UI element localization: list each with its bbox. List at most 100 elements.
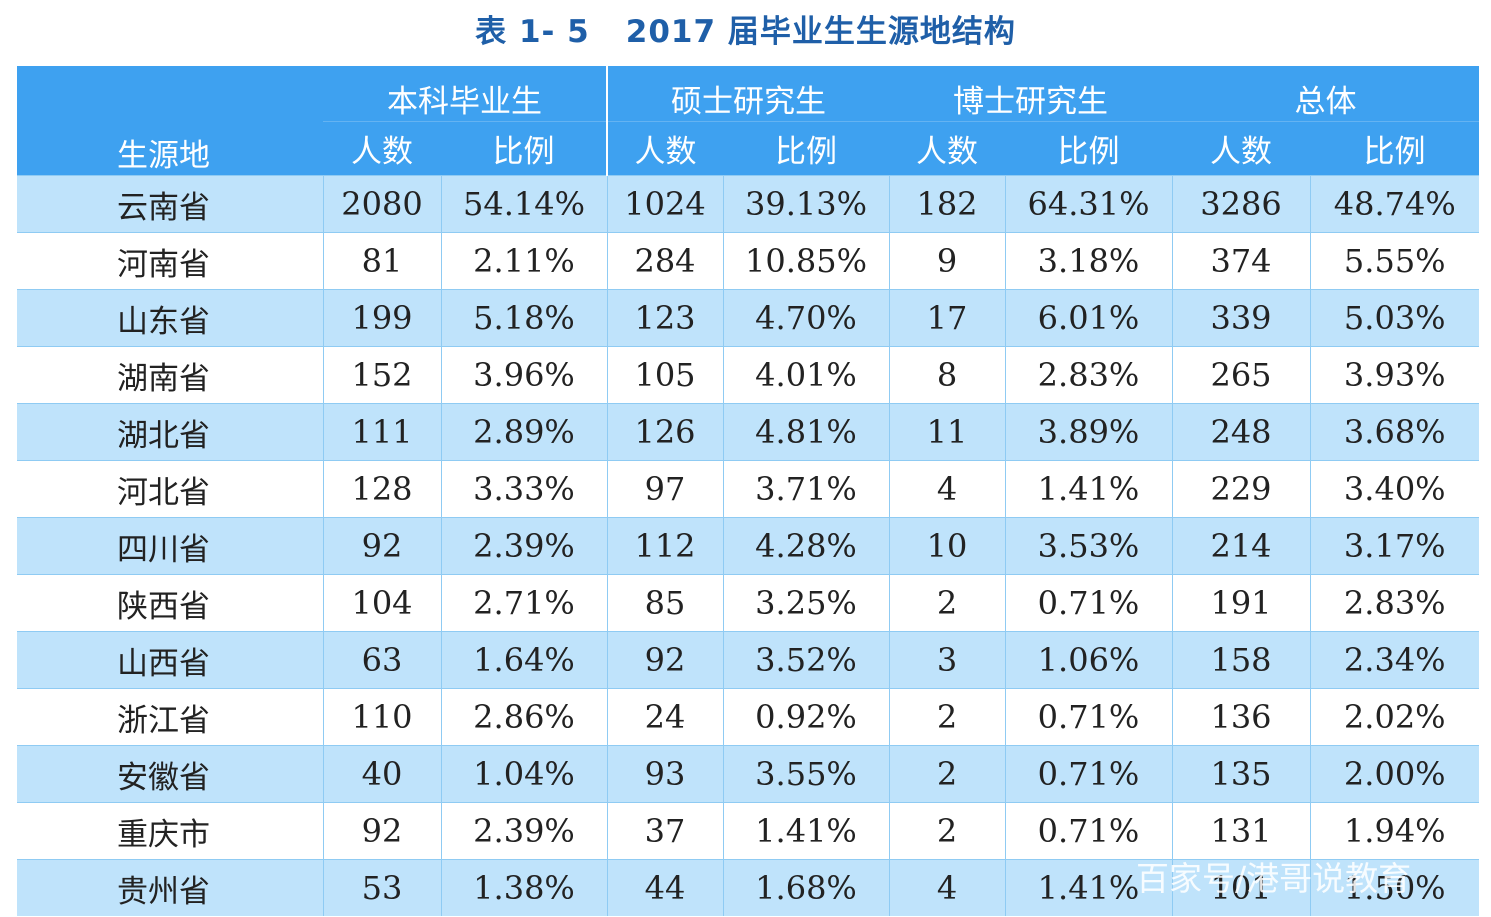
ratio-cell: 1.41% <box>1004 460 1172 518</box>
count-cell: 8 <box>888 346 1005 404</box>
count-cell: 229 <box>1171 460 1310 518</box>
table-row: 陕西省 104 2.71% 85 3.25% 2 0.71% 191 2.83% <box>17 574 1479 632</box>
table-body: 云南省 2080 54.14% 1024 39.13% 182 64.31% 3286 48.7… <box>17 175 1479 916</box>
ratio-cell: 2.00% <box>1309 745 1479 803</box>
count-cell: 284 <box>606 232 723 290</box>
count-cell: 214 <box>1171 517 1310 575</box>
count-cell: 123 <box>606 289 723 347</box>
table-row: 重庆市 92 2.39% 37 1.41% 2 0.71% 131 1.94% <box>17 802 1479 860</box>
count-cell: 92 <box>322 802 441 860</box>
count-cell: 44 <box>606 859 723 916</box>
ratio-cell: 4.81% <box>722 403 889 461</box>
subheader-ratio: 比例 <box>1005 121 1172 176</box>
region-name-cell: 安徽省 <box>17 745 323 803</box>
subheader-ratio: 比例 <box>723 121 889 176</box>
count-cell: 10 <box>888 517 1005 575</box>
ratio-cell: 4.28% <box>722 517 889 575</box>
count-cell: 158 <box>1171 631 1310 689</box>
watermark-text: 百家号/港哥说教育 <box>1136 859 1412 898</box>
count-cell: 92 <box>322 517 441 575</box>
region-column-header: 生源地 <box>17 66 323 176</box>
table-row: 河北省 128 3.33% 97 3.71% 4 1.41% 229 3.40% <box>17 460 1479 518</box>
ratio-cell: 0.71% <box>1004 745 1172 803</box>
table-number: 表 1- 5 <box>475 14 590 50</box>
region-name-cell: 贵州省 <box>17 859 323 916</box>
ratio-cell: 3.71% <box>722 460 889 518</box>
ratio-cell: 1.64% <box>440 631 607 689</box>
ratio-cell: 0.71% <box>1004 688 1172 746</box>
ratio-cell: 1.41% <box>1004 859 1172 916</box>
ratio-cell: 1.50% <box>1309 859 1479 916</box>
subheader-count: 人数 <box>606 121 723 176</box>
table-row: 山西省 63 1.64% 92 3.52% 3 1.06% 158 2.34% <box>17 631 1479 689</box>
subheader-ratio: 比例 <box>1310 121 1479 176</box>
count-cell: 4 <box>888 460 1005 518</box>
count-cell: 2 <box>888 745 1005 803</box>
count-cell: 93 <box>606 745 723 803</box>
region-name-cell: 云南省 <box>17 175 323 233</box>
ratio-cell: 3.89% <box>1004 403 1172 461</box>
count-cell: 85 <box>606 574 723 632</box>
table-row: 四川省 92 2.39% 112 4.28% 10 3.53% 214 3.17% <box>17 517 1479 575</box>
subheader-ratio: 比例 <box>441 121 607 176</box>
region-name-cell: 河南省 <box>17 232 323 290</box>
table-row: 河南省 81 2.11% 284 10.85% 9 3.18% 374 5.55% <box>17 232 1479 290</box>
table-title: 表 1- 5 2017 届毕业生生源地结构 <box>0 6 1491 51</box>
origin-structure-table: 生源地 本科毕业生 硕士研究生 博士研究生 总体 人数 比例 人数 比例 人数 … <box>17 66 1479 916</box>
count-cell: 339 <box>1171 289 1310 347</box>
count-cell: 2080 <box>322 175 441 233</box>
subheader-count: 人数 <box>889 121 1005 176</box>
table-header: 生源地 本科毕业生 硕士研究生 博士研究生 总体 人数 比例 人数 比例 人数 … <box>17 66 1479 176</box>
count-cell: 105 <box>606 346 723 404</box>
count-cell: 112 <box>606 517 723 575</box>
ratio-cell: 3.68% <box>1309 403 1479 461</box>
ratio-cell: 54.14% <box>440 175 607 233</box>
ratio-cell: 6.01% <box>1004 289 1172 347</box>
ratio-cell: 2.83% <box>1004 346 1172 404</box>
ratio-cell: 2.02% <box>1309 688 1479 746</box>
count-cell: 374 <box>1171 232 1310 290</box>
region-name-cell: 湖南省 <box>17 346 323 404</box>
ratio-cell: 4.70% <box>722 289 889 347</box>
count-cell: 111 <box>322 403 441 461</box>
table-row: 湖北省 111 2.89% 126 4.81% 11 3.89% 248 3.68% <box>17 403 1479 461</box>
count-cell: 81 <box>322 232 441 290</box>
ratio-cell: 3.33% <box>440 460 607 518</box>
count-cell: 40 <box>322 745 441 803</box>
count-cell: 126 <box>606 403 723 461</box>
ratio-cell: 1.04% <box>440 745 607 803</box>
ratio-cell: 3.40% <box>1309 460 1479 518</box>
ratio-cell: 1.94% <box>1309 802 1479 860</box>
region-name-cell: 湖北省 <box>17 403 323 461</box>
ratio-cell: 64.31% <box>1004 175 1172 233</box>
ratio-cell: 1.06% <box>1004 631 1172 689</box>
count-cell: 63 <box>322 631 441 689</box>
count-cell: 2 <box>888 688 1005 746</box>
group-header-total: 总体 <box>1172 66 1479 122</box>
ratio-cell: 2.39% <box>440 517 607 575</box>
table-row: 山东省 199 5.18% 123 4.70% 17 6.01% 339 5.03% <box>17 289 1479 347</box>
ratio-cell: 2.34% <box>1309 631 1479 689</box>
count-cell: 182 <box>888 175 1005 233</box>
ratio-cell: 2.39% <box>440 802 607 860</box>
ratio-cell: 0.92% <box>722 688 889 746</box>
region-name-cell: 山东省 <box>17 289 323 347</box>
count-cell: 9 <box>888 232 1005 290</box>
ratio-cell: 39.13% <box>722 175 889 233</box>
ratio-cell: 1.68% <box>722 859 889 916</box>
ratio-cell: 3.96% <box>440 346 607 404</box>
count-cell: 136 <box>1171 688 1310 746</box>
count-cell: 3286 <box>1171 175 1310 233</box>
count-cell: 128 <box>322 460 441 518</box>
count-cell: 17 <box>888 289 1005 347</box>
count-cell: 3 <box>888 631 1005 689</box>
ratio-cell: 3.53% <box>1004 517 1172 575</box>
group-header-undergraduate: 本科毕业生 <box>323 66 607 122</box>
ratio-cell: 1.38% <box>440 859 607 916</box>
count-cell: 152 <box>322 346 441 404</box>
count-cell: 248 <box>1171 403 1310 461</box>
table-row: 湖南省 152 3.96% 105 4.01% 8 2.83% 265 3.93% <box>17 346 1479 404</box>
table-row: 安徽省 40 1.04% 93 3.55% 2 0.71% 135 2.00% <box>17 745 1479 803</box>
ratio-cell: 5.03% <box>1309 289 1479 347</box>
ratio-cell: 3.55% <box>722 745 889 803</box>
